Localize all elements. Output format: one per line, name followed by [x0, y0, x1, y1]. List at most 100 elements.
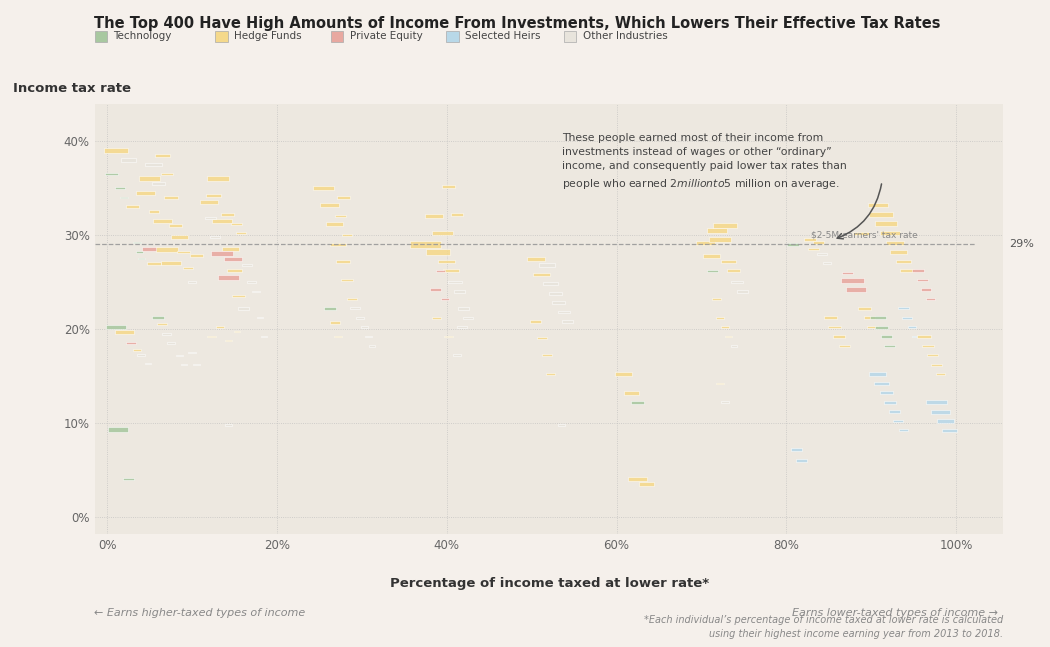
- FancyBboxPatch shape: [530, 320, 542, 323]
- FancyBboxPatch shape: [917, 279, 927, 281]
- FancyBboxPatch shape: [902, 316, 911, 319]
- FancyBboxPatch shape: [921, 289, 931, 291]
- FancyBboxPatch shape: [533, 272, 550, 276]
- FancyBboxPatch shape: [142, 248, 157, 251]
- FancyBboxPatch shape: [845, 287, 866, 292]
- FancyBboxPatch shape: [426, 249, 450, 254]
- FancyBboxPatch shape: [330, 322, 340, 324]
- FancyBboxPatch shape: [138, 258, 145, 259]
- FancyBboxPatch shape: [721, 259, 736, 263]
- FancyBboxPatch shape: [817, 253, 826, 255]
- FancyBboxPatch shape: [432, 316, 441, 319]
- FancyBboxPatch shape: [207, 176, 229, 181]
- FancyBboxPatch shape: [152, 316, 164, 319]
- Text: Selected Heirs: Selected Heirs: [465, 30, 541, 41]
- FancyBboxPatch shape: [236, 232, 247, 234]
- FancyBboxPatch shape: [146, 163, 163, 166]
- Text: Other Industries: Other Industries: [583, 30, 668, 41]
- FancyBboxPatch shape: [870, 316, 885, 320]
- FancyBboxPatch shape: [161, 173, 172, 175]
- FancyBboxPatch shape: [169, 225, 182, 227]
- FancyBboxPatch shape: [105, 173, 118, 175]
- FancyBboxPatch shape: [356, 317, 364, 318]
- FancyBboxPatch shape: [526, 256, 545, 261]
- FancyBboxPatch shape: [123, 478, 133, 480]
- FancyBboxPatch shape: [411, 241, 441, 248]
- FancyBboxPatch shape: [704, 254, 720, 258]
- FancyBboxPatch shape: [807, 248, 819, 250]
- FancyBboxPatch shape: [540, 263, 554, 267]
- FancyBboxPatch shape: [791, 448, 802, 450]
- FancyBboxPatch shape: [452, 213, 463, 215]
- FancyBboxPatch shape: [854, 232, 868, 235]
- FancyBboxPatch shape: [884, 345, 896, 347]
- FancyBboxPatch shape: [926, 400, 947, 404]
- FancyBboxPatch shape: [314, 186, 334, 190]
- FancyBboxPatch shape: [167, 342, 174, 344]
- Text: *Each individual’s percentage of income taxed at lower rate is calculated
using : *Each individual’s percentage of income …: [644, 615, 1003, 639]
- FancyBboxPatch shape: [430, 289, 441, 291]
- FancyBboxPatch shape: [842, 272, 853, 274]
- FancyBboxPatch shape: [727, 269, 740, 272]
- FancyBboxPatch shape: [542, 355, 551, 356]
- FancyBboxPatch shape: [340, 279, 353, 281]
- FancyBboxPatch shape: [917, 335, 930, 338]
- FancyBboxPatch shape: [786, 243, 799, 246]
- FancyBboxPatch shape: [628, 477, 647, 481]
- FancyBboxPatch shape: [709, 237, 731, 242]
- FancyBboxPatch shape: [225, 424, 232, 426]
- FancyBboxPatch shape: [114, 187, 125, 189]
- FancyBboxPatch shape: [200, 200, 218, 204]
- FancyBboxPatch shape: [158, 324, 168, 325]
- FancyBboxPatch shape: [874, 382, 889, 385]
- FancyBboxPatch shape: [907, 326, 917, 328]
- FancyBboxPatch shape: [164, 196, 179, 199]
- FancyBboxPatch shape: [231, 223, 242, 225]
- FancyBboxPatch shape: [351, 307, 360, 309]
- FancyBboxPatch shape: [624, 391, 639, 395]
- FancyBboxPatch shape: [261, 336, 268, 337]
- FancyBboxPatch shape: [370, 345, 375, 347]
- FancyBboxPatch shape: [234, 331, 240, 333]
- Text: 29%: 29%: [1009, 239, 1033, 250]
- FancyBboxPatch shape: [206, 194, 220, 197]
- FancyBboxPatch shape: [869, 372, 886, 376]
- FancyBboxPatch shape: [839, 345, 849, 347]
- FancyBboxPatch shape: [337, 196, 350, 199]
- FancyBboxPatch shape: [721, 326, 729, 328]
- FancyBboxPatch shape: [716, 317, 724, 318]
- FancyBboxPatch shape: [163, 333, 171, 334]
- FancyBboxPatch shape: [177, 250, 190, 254]
- FancyBboxPatch shape: [135, 251, 143, 253]
- FancyBboxPatch shape: [858, 307, 871, 310]
- FancyBboxPatch shape: [335, 215, 346, 217]
- FancyBboxPatch shape: [899, 307, 908, 309]
- FancyBboxPatch shape: [823, 316, 837, 319]
- FancyBboxPatch shape: [931, 364, 942, 366]
- FancyBboxPatch shape: [228, 269, 242, 272]
- FancyBboxPatch shape: [558, 311, 570, 313]
- FancyBboxPatch shape: [884, 401, 896, 404]
- FancyBboxPatch shape: [707, 228, 727, 232]
- Text: The Top 400 Have High Amounts of Income From Investments, Which Lowers Their Eff: The Top 400 Have High Amounts of Income …: [94, 16, 941, 31]
- FancyBboxPatch shape: [436, 270, 445, 272]
- FancyBboxPatch shape: [132, 241, 141, 243]
- FancyBboxPatch shape: [911, 269, 924, 272]
- FancyBboxPatch shape: [149, 210, 159, 213]
- FancyBboxPatch shape: [867, 326, 879, 328]
- FancyBboxPatch shape: [256, 317, 264, 318]
- FancyBboxPatch shape: [327, 222, 343, 226]
- FancyBboxPatch shape: [147, 262, 161, 265]
- Text: ← Earns higher-taxed types of income: ← Earns higher-taxed types of income: [94, 608, 306, 618]
- FancyBboxPatch shape: [454, 290, 465, 292]
- FancyBboxPatch shape: [138, 355, 145, 356]
- FancyBboxPatch shape: [869, 212, 894, 217]
- FancyBboxPatch shape: [320, 203, 339, 207]
- FancyBboxPatch shape: [323, 307, 336, 310]
- FancyBboxPatch shape: [549, 292, 562, 295]
- FancyBboxPatch shape: [562, 320, 573, 323]
- FancyBboxPatch shape: [833, 335, 845, 338]
- FancyBboxPatch shape: [558, 424, 565, 426]
- FancyBboxPatch shape: [190, 254, 203, 257]
- FancyBboxPatch shape: [441, 298, 449, 300]
